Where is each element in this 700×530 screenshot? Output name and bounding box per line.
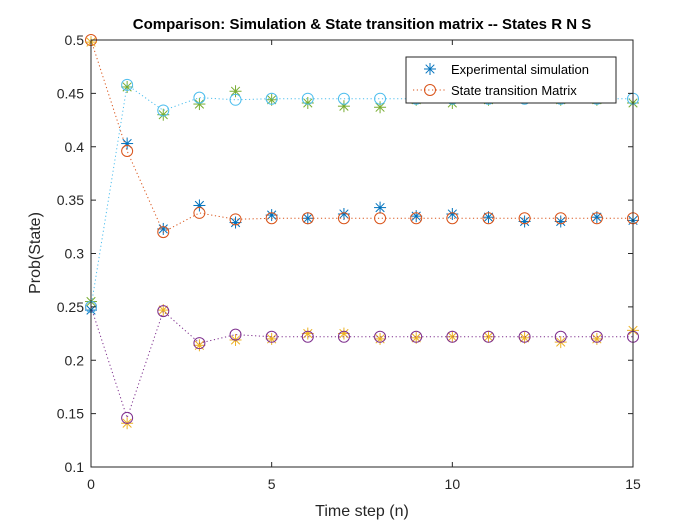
y-tick-label-0-3: 0.3 bbox=[65, 246, 85, 262]
series-2-point-11 bbox=[482, 330, 495, 343]
series-3-point-2 bbox=[157, 305, 170, 318]
series-0-point-6 bbox=[301, 212, 314, 225]
series-1-point-12 bbox=[518, 212, 531, 225]
y-tick-label-0-15: 0.15 bbox=[57, 406, 84, 422]
series-3-point-1 bbox=[121, 411, 134, 424]
x-tick-label-10: 10 bbox=[445, 476, 461, 492]
series-3-point-7 bbox=[337, 330, 350, 343]
legend-marker-0-glyph bbox=[424, 63, 436, 75]
series-0-point-9 bbox=[410, 210, 423, 223]
series-3-point-8 bbox=[374, 330, 387, 343]
legend-box bbox=[405, 56, 617, 104]
series-3-point-5 bbox=[265, 330, 278, 343]
y-tick-label-0-45: 0.45 bbox=[57, 85, 84, 101]
series-4-point-3 bbox=[193, 98, 206, 111]
legend-marker-state-transition-matrix bbox=[413, 84, 447, 96]
series-4-point-1 bbox=[121, 80, 134, 93]
y-tick-label-0-25: 0.25 bbox=[57, 299, 84, 315]
series-5-point-1 bbox=[121, 78, 134, 91]
series-1-point-8 bbox=[374, 212, 387, 225]
series-3-point-13 bbox=[554, 330, 567, 343]
series-1-point-3 bbox=[193, 206, 206, 219]
series-2-point-12 bbox=[518, 331, 531, 344]
series-1-point-5 bbox=[265, 212, 278, 225]
series-5-point-2 bbox=[157, 104, 170, 117]
x-axis-label: Time step (n) bbox=[315, 503, 409, 520]
series-5-point-4 bbox=[229, 93, 242, 106]
y-axis-label: Prob(State) bbox=[27, 212, 44, 294]
y-tick-label-0-4: 0.4 bbox=[65, 139, 85, 155]
series-5-point-3 bbox=[193, 91, 206, 104]
series-0-point-8 bbox=[374, 201, 387, 214]
y-tick-label-0-35: 0.35 bbox=[57, 192, 84, 208]
x-tick-label-15: 15 bbox=[625, 476, 641, 492]
series-5-point-8 bbox=[374, 92, 387, 105]
series-3-point-12 bbox=[518, 330, 531, 343]
series-5-point-5 bbox=[265, 92, 278, 105]
series-2-point-3 bbox=[193, 339, 206, 352]
y-tick-label-0-5: 0.5 bbox=[65, 32, 85, 48]
series-1-point-13 bbox=[554, 212, 567, 225]
series-3-point-11 bbox=[482, 330, 495, 343]
series-2-point-10 bbox=[446, 330, 459, 343]
series-1-point-14 bbox=[590, 212, 603, 225]
series-3-point-6 bbox=[301, 330, 314, 343]
legend-marker-1-glyph bbox=[424, 84, 436, 96]
series-4-point-8 bbox=[374, 101, 387, 114]
series-4-point-4 bbox=[229, 85, 242, 98]
plot-area bbox=[91, 40, 633, 467]
legend-marker-experimental-simulation bbox=[424, 63, 436, 75]
series-1-point-4 bbox=[229, 213, 242, 226]
series-0-point-13 bbox=[554, 215, 567, 228]
legend-label-state-transition-matrix: State transition Matrix bbox=[451, 83, 577, 98]
series-3-point-10 bbox=[446, 330, 459, 343]
series-3-point-4 bbox=[229, 328, 242, 341]
series-3 bbox=[85, 300, 639, 424]
series-1-point-2 bbox=[157, 226, 170, 239]
series-1-point-10 bbox=[446, 212, 459, 225]
series-5-point-6 bbox=[301, 92, 314, 105]
legend-label-experimental-simulation: Experimental simulation bbox=[451, 62, 589, 77]
series-2-point-8 bbox=[374, 332, 387, 345]
series-2-point-14 bbox=[590, 332, 603, 345]
series-3-line bbox=[90, 306, 633, 420]
series-1-point-7 bbox=[337, 212, 350, 225]
series-5-point-7 bbox=[337, 92, 350, 105]
x-tick-label-0: 0 bbox=[87, 476, 95, 492]
chart-title: Comparison: Simulation & State transitio… bbox=[133, 16, 591, 33]
series-1-point-11 bbox=[482, 212, 495, 225]
legend: Experimental simulation State transition… bbox=[405, 56, 617, 104]
y-tick-label-0-2: 0.2 bbox=[65, 352, 85, 368]
series-3-point-14 bbox=[590, 330, 603, 343]
y-tick-label-0-1: 0.1 bbox=[65, 459, 85, 475]
series-3-point-3 bbox=[193, 337, 206, 350]
series-2-point-5 bbox=[265, 332, 278, 345]
series-3-point-9 bbox=[410, 330, 423, 343]
tick-layer: 0 5 10 15 0.1 0.15 0.2 0.25 0.3 0.35 0.4 0.45 0.5 bbox=[57, 32, 641, 492]
series-2-point-9 bbox=[410, 331, 423, 344]
x-tick-label-5: 5 bbox=[268, 476, 276, 492]
series-1-point-6 bbox=[301, 212, 314, 225]
series-1-point-9 bbox=[410, 212, 423, 225]
series-1-point-1 bbox=[121, 145, 134, 158]
